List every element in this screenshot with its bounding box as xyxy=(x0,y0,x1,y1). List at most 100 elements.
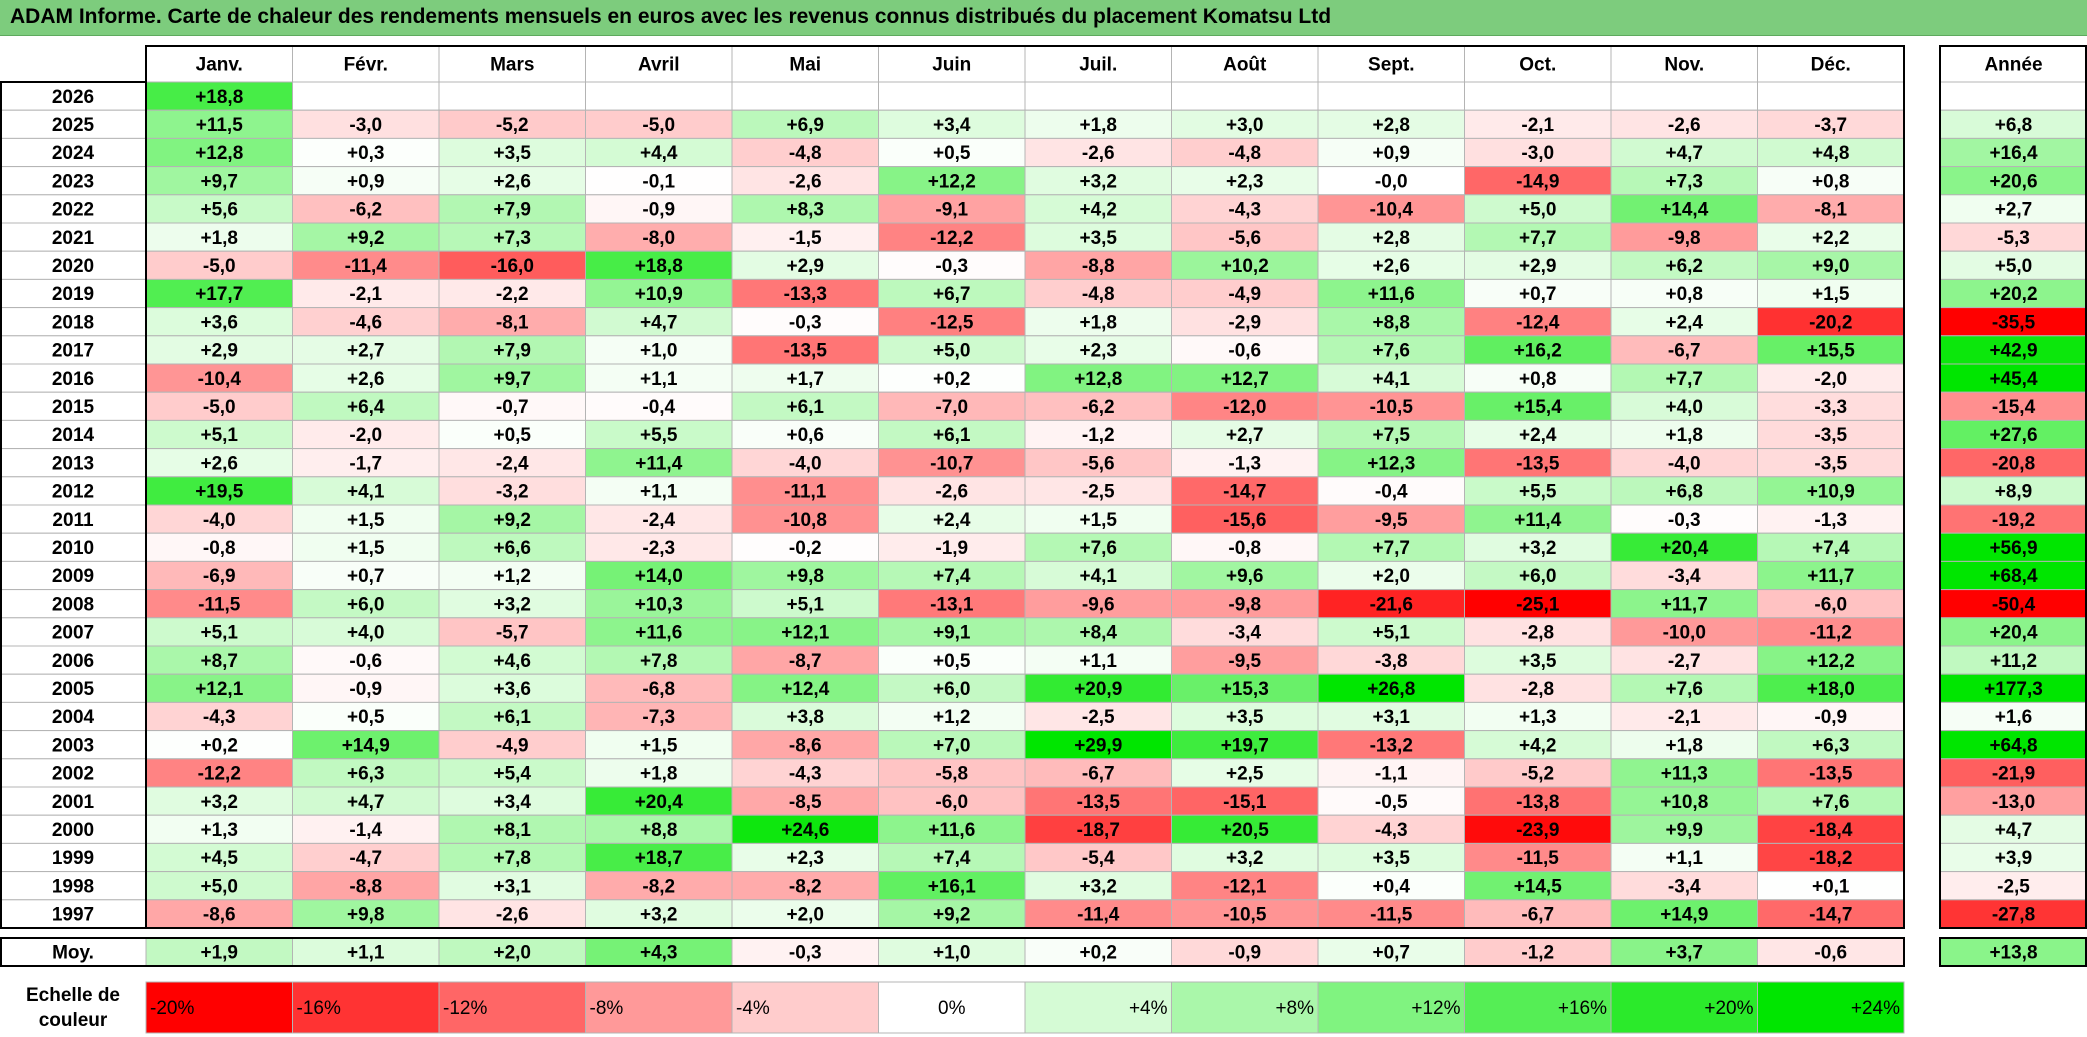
month-cell xyxy=(1464,673,1612,703)
scale-swatch-label: -4% xyxy=(736,998,770,1019)
month-value: -2,6 xyxy=(1668,115,1701,136)
month-cell xyxy=(1464,532,1612,562)
month-cell xyxy=(145,194,293,224)
year-label: 2011 xyxy=(52,510,94,531)
month-value: +2,4 xyxy=(933,510,971,531)
month-value: -21,6 xyxy=(1370,594,1413,615)
month-value: -15,1 xyxy=(1223,792,1267,813)
annual-value: -19,2 xyxy=(1992,510,2035,531)
annual-value: +20,2 xyxy=(1989,284,2037,305)
scale-swatch xyxy=(1610,981,1758,1034)
month-value: +4,7 xyxy=(640,312,678,333)
month-value: +4,0 xyxy=(347,623,385,644)
month-value: +2,8 xyxy=(1372,228,1410,249)
annual-value: +177,3 xyxy=(1984,679,2043,700)
month-cell xyxy=(1171,871,1319,901)
month-cell xyxy=(438,842,586,873)
month-cell xyxy=(1610,871,1758,901)
month-value: +10,9 xyxy=(1807,482,1855,503)
month-cell xyxy=(1317,166,1465,196)
month-header-label: Janv. xyxy=(196,55,243,76)
month-cell xyxy=(1464,222,1612,252)
month-cell xyxy=(1610,250,1758,280)
month-value: -4,3 xyxy=(789,764,822,785)
month-value: +4,1 xyxy=(1372,369,1410,390)
month-cell xyxy=(1171,842,1319,873)
month-value: +15,4 xyxy=(1514,397,1563,418)
month-value: +1,8 xyxy=(200,228,238,249)
month-value: +7,5 xyxy=(1372,425,1410,446)
average-value: -0,6 xyxy=(1814,943,1847,964)
month-value: -7,0 xyxy=(935,397,968,418)
month-value: +11,6 xyxy=(1368,284,1415,305)
month-value: +1,8 xyxy=(1079,312,1117,333)
month-value: +6,7 xyxy=(933,284,971,305)
month-value: -9,5 xyxy=(1228,651,1261,672)
month-value: -12,1 xyxy=(1223,876,1267,897)
month-value: +7,7 xyxy=(1665,369,1703,390)
month-value: -14,9 xyxy=(1516,171,1559,192)
month-cell xyxy=(292,842,440,873)
month-value: +4,1 xyxy=(1079,566,1117,587)
month-value: +0,9 xyxy=(347,171,385,192)
month-cell xyxy=(731,81,879,111)
month-cell xyxy=(1757,532,1905,562)
annual-cell xyxy=(1939,645,2087,675)
month-value: +2,9 xyxy=(786,256,824,277)
month-cell xyxy=(1317,560,1465,591)
month-value: +3,5 xyxy=(1372,848,1410,869)
month-value: -0,6 xyxy=(349,651,382,672)
scale-swatch-label: +20% xyxy=(1704,998,1753,1019)
month-value: +18,0 xyxy=(1807,679,1855,700)
month-cell xyxy=(1464,250,1612,280)
month-value: +11,7 xyxy=(1661,594,1708,615)
month-cell xyxy=(1610,617,1758,647)
month-value: -5,0 xyxy=(642,115,675,136)
month-value: +4,1 xyxy=(347,482,385,503)
month-value: +12,1 xyxy=(781,623,830,644)
month-value: +3,4 xyxy=(493,792,531,813)
year-cell xyxy=(0,617,147,647)
year-label: 2003 xyxy=(52,735,94,756)
month-value: -2,4 xyxy=(642,510,675,531)
month-value: +17,7 xyxy=(195,284,243,305)
month-cell xyxy=(1757,166,1905,196)
month-cell xyxy=(292,730,440,760)
title-bar: ADAM Informe. Carte de chaleur des rende… xyxy=(0,0,2087,36)
month-value: -8,6 xyxy=(203,905,236,926)
month-value: +4,4 xyxy=(640,143,678,164)
month-value: -3,5 xyxy=(1814,453,1847,474)
month-header xyxy=(1024,45,1172,83)
month-value: -2,1 xyxy=(1668,707,1701,728)
month-value: -6,8 xyxy=(642,679,675,700)
month-cell xyxy=(438,363,586,393)
month-cell xyxy=(585,504,733,534)
month-header-label: Mai xyxy=(789,55,821,76)
month-value: -2,8 xyxy=(1521,679,1554,700)
annual-value: -21,9 xyxy=(1992,764,2035,785)
month-value: +4,7 xyxy=(1665,143,1703,164)
year-label: 2010 xyxy=(52,538,94,559)
month-value: +7,3 xyxy=(1665,171,1703,192)
month-value: -5,6 xyxy=(1228,228,1261,249)
month-cell xyxy=(1464,504,1612,534)
month-value: -5,6 xyxy=(1082,453,1115,474)
month-value: +16,1 xyxy=(928,876,977,897)
month-cell xyxy=(878,871,1026,901)
month-value: -4,8 xyxy=(789,143,822,164)
month-value: +0,8 xyxy=(1812,171,1850,192)
month-cell xyxy=(1171,589,1319,619)
month-value: +3,5 xyxy=(1226,707,1264,728)
month-value: +2,4 xyxy=(1519,425,1557,446)
month-value: +3,2 xyxy=(1519,538,1557,559)
month-value: +3,2 xyxy=(493,594,531,615)
month-value: +12,4 xyxy=(781,679,830,700)
month-value: -5,0 xyxy=(203,256,236,277)
month-value: +6,1 xyxy=(493,707,531,728)
month-value: +2,0 xyxy=(786,905,824,926)
month-cell xyxy=(1464,81,1612,111)
month-value: +0,1 xyxy=(1812,876,1850,897)
month-value: -6,2 xyxy=(349,200,382,221)
average-cell xyxy=(1757,937,1905,967)
month-cell xyxy=(1024,504,1172,534)
